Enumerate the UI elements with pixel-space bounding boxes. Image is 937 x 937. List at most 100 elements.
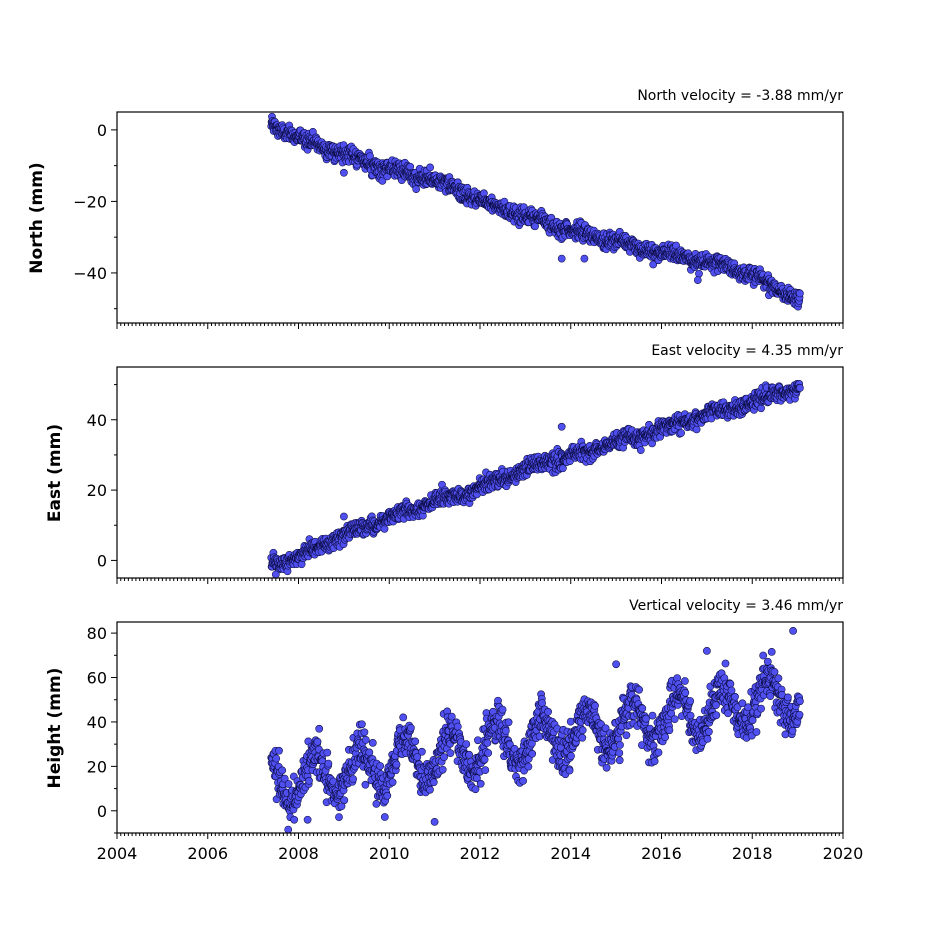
data-point [635, 685, 643, 694]
y-tick-label: 0 [97, 802, 107, 821]
data-point [313, 737, 322, 746]
data-point [538, 699, 546, 707]
outlier-point [340, 512, 348, 521]
data-point [796, 384, 804, 392]
y-tick-label: 80 [87, 624, 107, 643]
data-point [407, 724, 415, 732]
y-tick-label: 20 [87, 757, 107, 776]
data-point [615, 756, 624, 765]
y-tick-label: −20 [73, 192, 107, 211]
data-point [440, 753, 448, 761]
data-point [524, 762, 533, 771]
data-point [531, 222, 539, 231]
y-tick-label: 0 [97, 121, 107, 140]
data-point [615, 749, 624, 757]
data-point [796, 289, 804, 298]
data-point [665, 726, 674, 735]
data-point [476, 779, 485, 788]
data-point [650, 757, 659, 766]
data-point [376, 762, 385, 770]
data-point [519, 777, 527, 785]
data-point [411, 737, 420, 746]
data-point [638, 704, 647, 713]
outlier-point [580, 254, 589, 263]
data-point [677, 429, 685, 437]
data-point [447, 712, 456, 721]
data-point [284, 780, 293, 788]
data-point [565, 766, 574, 775]
data-point [481, 766, 490, 774]
data-point [465, 750, 473, 759]
north-axis-label: North (mm) [27, 162, 47, 273]
data-point [705, 727, 713, 736]
data-point [703, 735, 712, 743]
data-point [686, 697, 695, 705]
data-point [480, 755, 489, 764]
y-tick-label: 20 [87, 481, 107, 500]
data-point [642, 714, 650, 723]
data-point [616, 741, 624, 749]
east-axis-label: East (mm) [45, 424, 65, 522]
x-tick-label: 2014 [550, 844, 591, 863]
outlier-point [426, 163, 434, 172]
data-point [323, 748, 332, 757]
vertical-velocity-annotation: Vertical velocity = 3.46 mm/yr [629, 598, 843, 614]
data-point [399, 713, 408, 722]
east-velocity-annotation: East velocity = 4.35 mm/yr [651, 343, 843, 359]
data-point [372, 800, 381, 808]
height-axis-label: Height (mm) [45, 668, 65, 789]
data-point [305, 776, 313, 785]
data-point [380, 525, 389, 533]
y-tick-label: 60 [87, 669, 107, 688]
data-point [712, 701, 720, 709]
data-point [335, 813, 343, 821]
x-tick-label: 2006 [187, 844, 228, 863]
x-tick-label: 2018 [732, 844, 773, 863]
data-point [272, 754, 281, 763]
y-tick-label: −40 [73, 264, 107, 283]
x-tick-label: 2016 [641, 844, 682, 863]
data-point [484, 749, 493, 757]
data-point [361, 780, 370, 789]
y-tick-label: 0 [97, 551, 107, 570]
data-point [438, 765, 447, 774]
data-point [340, 796, 349, 805]
x-tick-label: 2010 [369, 844, 410, 863]
data-point [349, 775, 357, 783]
data-point [365, 748, 374, 757]
data-point [692, 425, 701, 434]
data-point [453, 722, 462, 731]
data-point [757, 404, 765, 413]
data-point [721, 659, 730, 668]
data-point [471, 785, 480, 794]
data-point [648, 711, 657, 720]
data-point [412, 185, 421, 193]
data-point [429, 778, 438, 787]
data-point [380, 813, 389, 821]
data-point [654, 748, 663, 757]
data-point [358, 720, 366, 729]
data-point [578, 726, 587, 735]
data-point [290, 815, 299, 824]
data-point [731, 692, 739, 701]
x-tick-label: 2004 [97, 844, 138, 863]
data-point [681, 688, 690, 697]
data-point [504, 718, 513, 727]
data-point [695, 269, 703, 278]
data-point [501, 727, 510, 735]
data-point [686, 711, 695, 720]
data-point [559, 464, 567, 473]
data-point [324, 759, 333, 768]
data-point [712, 711, 721, 720]
outlier-point [557, 422, 566, 431]
north-velocity-annotation: North velocity = -3.88 mm/yr [637, 88, 843, 104]
data-point [578, 733, 587, 742]
data-point [368, 739, 377, 747]
data-point [284, 825, 293, 834]
data-point [591, 701, 599, 710]
data-point [483, 739, 492, 747]
outlier-point [557, 254, 566, 263]
data-point [446, 749, 455, 757]
data-point [528, 749, 537, 758]
